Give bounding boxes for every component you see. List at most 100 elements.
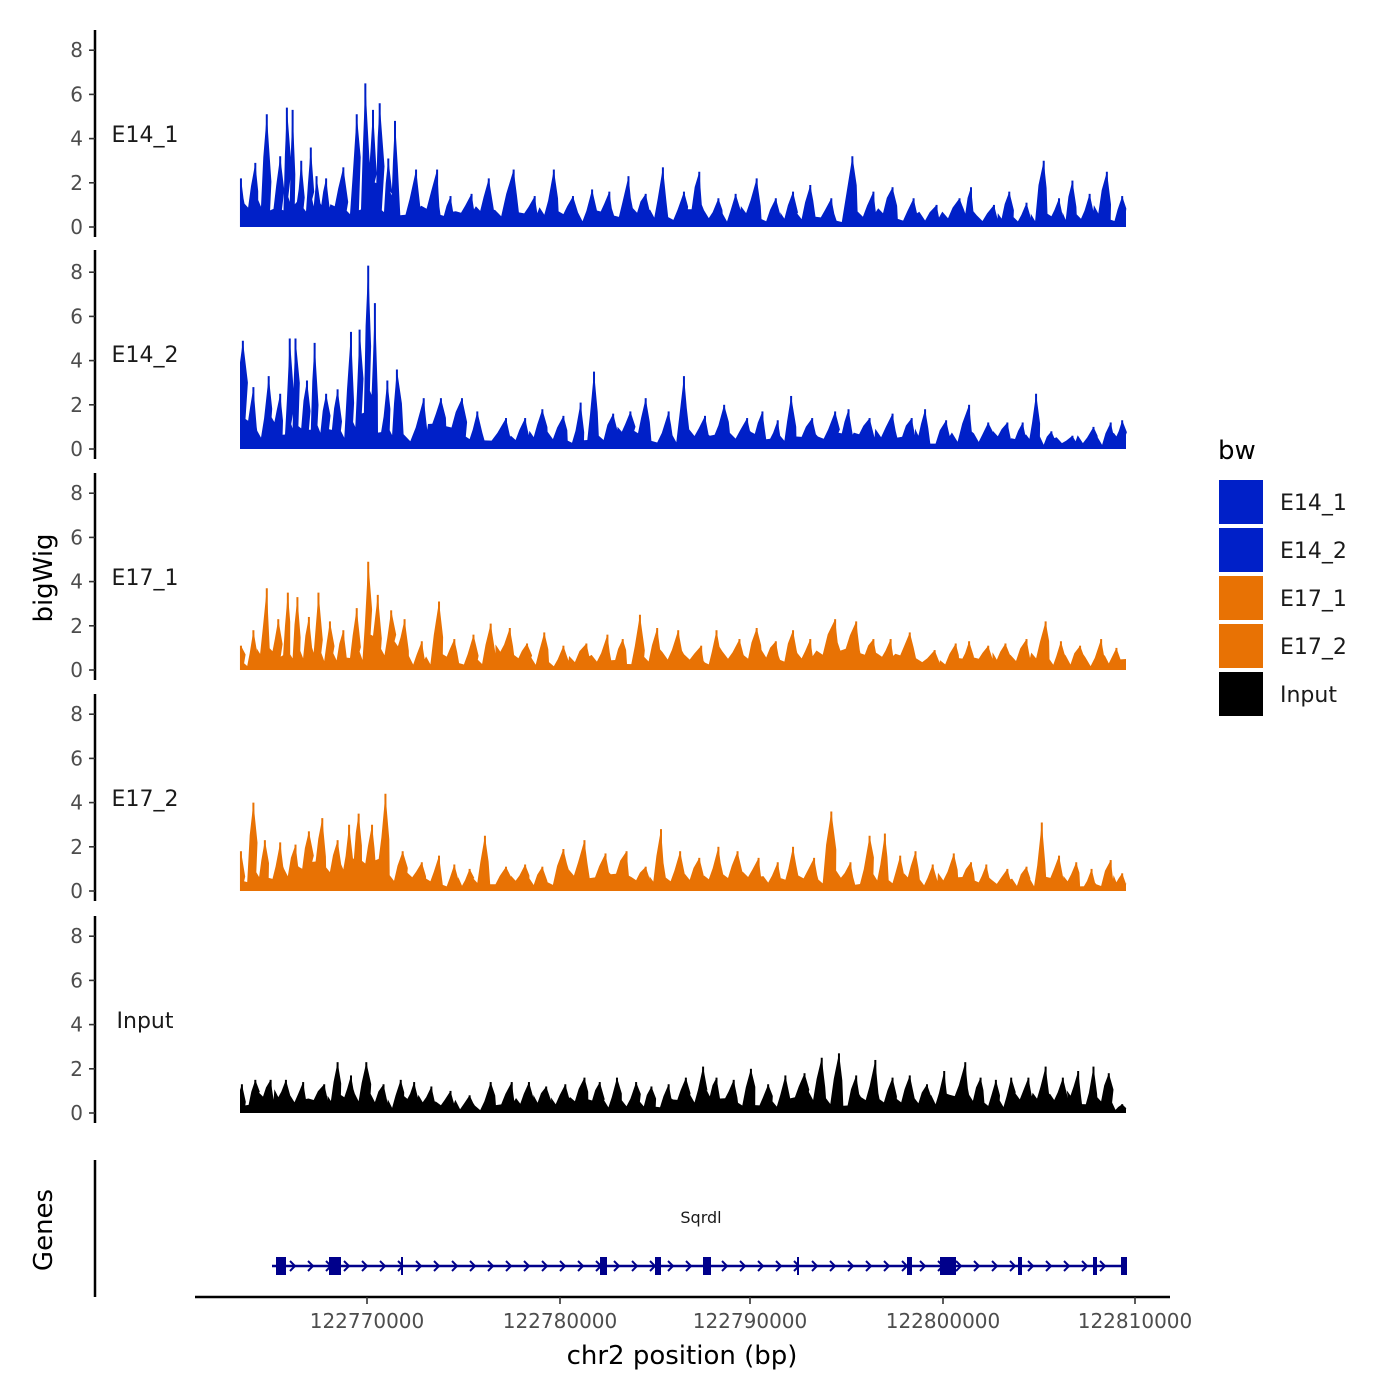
strand-arrow-icon	[505, 1260, 513, 1272]
track-E17_1: 0 2 4 6 8 E17_1	[70, 473, 1126, 682]
y-tick-label: 0	[70, 879, 83, 903]
gene-exon	[1018, 1257, 1022, 1275]
y-tick-label: 0	[70, 215, 83, 239]
x-tick-label: 122810000	[1078, 1309, 1193, 1333]
y-tick-label: 6	[70, 82, 83, 106]
strand-arrow-icon	[541, 1260, 549, 1272]
track-E14_1: 0 2 4 6 8 E14_1	[70, 30, 1127, 239]
y-tick-label: 0	[70, 1101, 83, 1125]
legend-swatch	[1219, 480, 1263, 524]
y-tick-label: 6	[70, 968, 83, 992]
y-tick-label: 0	[70, 437, 83, 461]
y-tick-label: 8	[70, 38, 83, 62]
track-label: E17_1	[112, 566, 179, 591]
y-tick-label: 2	[70, 835, 83, 859]
strand-arrow-icon	[361, 1260, 369, 1272]
strand-arrow-icon	[865, 1260, 873, 1272]
gene-exon	[600, 1257, 607, 1275]
y-tick-label: 6	[70, 525, 83, 549]
strand-arrow-icon	[559, 1260, 567, 1272]
y-tick-label: 4	[70, 791, 83, 815]
legend-title: bw	[1218, 436, 1256, 466]
strand-arrow-icon	[577, 1260, 585, 1272]
strand-arrow-icon	[487, 1260, 495, 1272]
y-tick-label: 0	[70, 658, 83, 682]
strand-arrow-icon	[667, 1260, 675, 1272]
y-tick-label: 6	[70, 304, 83, 328]
x-tick-label: 122800000	[886, 1309, 1001, 1333]
gene-exon	[401, 1257, 403, 1275]
strand-arrow-icon	[343, 1260, 351, 1272]
legend: bw E14_1 E14_2 E17_1 E17_2 Input	[1218, 436, 1347, 716]
track-label: E14_1	[112, 123, 179, 148]
x-tick-label: 122790000	[693, 1309, 808, 1333]
gene-exon	[797, 1257, 799, 1275]
strand-arrow-icon	[1099, 1260, 1107, 1272]
strand-arrow-icon	[811, 1260, 819, 1272]
y-tick-label: 2	[70, 393, 83, 417]
track-label: E17_2	[112, 787, 179, 812]
genes-track-title: Genes	[29, 1189, 59, 1271]
legend-swatch	[1219, 672, 1263, 716]
y-tick-label: 8	[70, 260, 83, 284]
gene-exon	[1093, 1257, 1097, 1275]
gene-exon	[907, 1257, 912, 1275]
signal-area	[240, 793, 1127, 891]
strand-arrow-icon	[1027, 1260, 1035, 1272]
strand-arrow-icon	[1009, 1260, 1017, 1272]
strand-arrow-icon	[847, 1260, 855, 1272]
strand-arrow-icon	[433, 1260, 441, 1272]
strand-arrow-icon	[829, 1260, 837, 1272]
strand-arrow-icon	[919, 1260, 927, 1272]
legend-swatch	[1219, 624, 1263, 668]
y-tick-label: 8	[70, 481, 83, 505]
gene-exon	[655, 1257, 661, 1275]
x-tick-label: 122770000	[310, 1309, 425, 1333]
legend-label: E14_2	[1280, 539, 1347, 564]
legend-swatch	[1219, 528, 1263, 572]
y-tick-label: 2	[70, 1057, 83, 1081]
gene-track: Genes Sqrdl	[29, 1160, 1127, 1297]
signal-tracks: 0 2 4 6 8 E14_1 0 2 4 6 8 E14_2 0 2 4 6 8 E17_1 0 2 4 6 8 E17_2…	[70, 30, 1127, 1125]
signal-area	[240, 1053, 1127, 1113]
strand-arrow-icon	[1081, 1260, 1089, 1272]
strand-arrow-icon	[415, 1260, 423, 1272]
legend-swatch	[1219, 576, 1263, 620]
strand-arrow-icon	[721, 1260, 729, 1272]
strand-arrow-icon	[523, 1260, 531, 1272]
y-tick-label: 4	[70, 570, 83, 594]
y-tick-label: 6	[70, 746, 83, 770]
y-tick-label: 8	[70, 702, 83, 726]
strand-arrow-icon	[757, 1260, 765, 1272]
track-label: E14_2	[112, 343, 179, 368]
legend-label: E17_1	[1280, 587, 1347, 612]
strand-arrow-icon	[955, 1260, 963, 1272]
strand-arrow-icon	[451, 1260, 459, 1272]
track-E14_2: 0 2 4 6 8 E14_2	[70, 250, 1127, 461]
strand-arrow-icon	[1063, 1260, 1071, 1272]
legend-label: Input	[1280, 683, 1337, 708]
strand-arrow-icon	[631, 1260, 639, 1272]
y-tick-label: 2	[70, 171, 83, 195]
strand-arrow-icon	[739, 1260, 747, 1272]
strand-arrow-icon	[307, 1260, 315, 1272]
strand-arrow-icon	[775, 1260, 783, 1272]
strand-arrow-icon	[991, 1260, 999, 1272]
strand-arrow-icon	[883, 1260, 891, 1272]
strand-arrow-icon	[613, 1260, 621, 1272]
gene-exon	[940, 1257, 956, 1275]
gene-exon	[703, 1257, 708, 1275]
gene-exon	[708, 1257, 711, 1275]
legend-label: E17_2	[1280, 635, 1347, 660]
strand-arrow-icon	[379, 1260, 387, 1272]
y-tick-label: 2	[70, 614, 83, 638]
gene-exon	[329, 1257, 341, 1275]
y-tick-label: 8	[70, 924, 83, 948]
x-axis-title: chr2 position (bp)	[567, 1341, 798, 1371]
track-label: Input	[117, 1009, 174, 1034]
y-tick-label: 4	[70, 127, 83, 151]
gene-name: Sqrdl	[680, 1208, 721, 1227]
x-axis: 122770000 122780000 122790000 122800000 1228…	[195, 1295, 1193, 1333]
legend-label: E14_1	[1280, 491, 1347, 516]
